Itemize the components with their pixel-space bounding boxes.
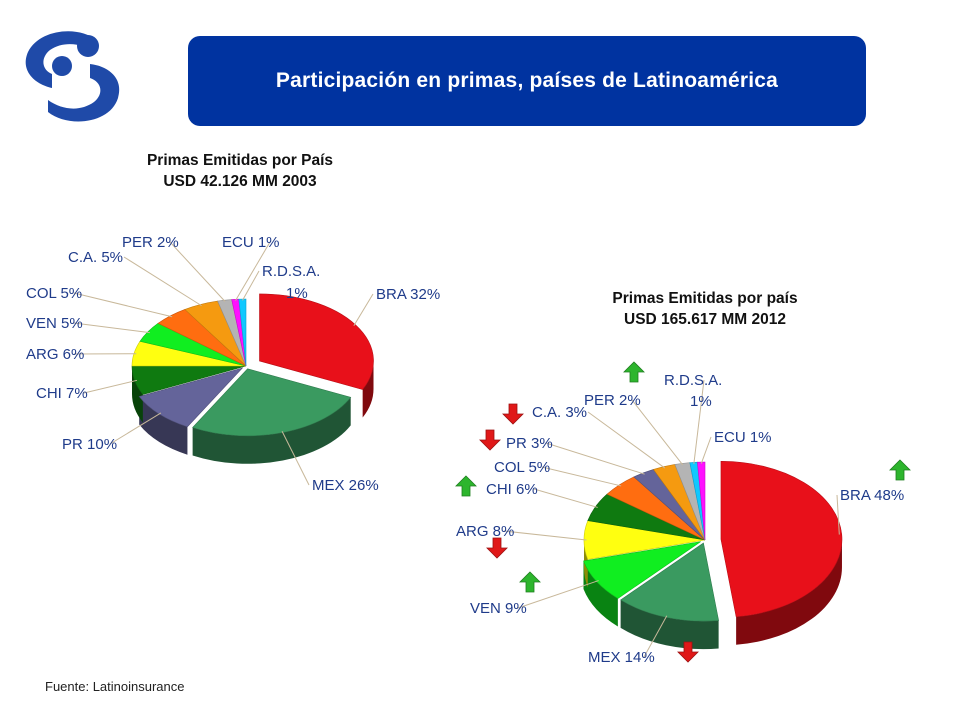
slice-label-chi: CHI 6%: [486, 481, 538, 498]
leader-line-arg: [503, 530, 587, 541]
leader-line-ca: [587, 411, 666, 469]
pie-1-labels: BRA 48% MEX 14% VEN 9% ARG 8% CHI 6% COL 5% PR…: [456, 372, 904, 666]
leader-line-rdsa: [693, 379, 705, 464]
slice-label-ca: C.A. 5%: [68, 249, 123, 266]
company-logo: [25, 31, 120, 122]
slice-label-rdsa-value: 1%: [286, 285, 308, 302]
pie-0-labels: BRA 32% MEX 26% PR 10% CHI 7% ARG 6% VEN 5% CO…: [26, 234, 440, 494]
slice-label-rdsa-value: 1%: [690, 393, 712, 410]
leader-line-pr: [545, 442, 645, 475]
slice-label-bra: BRA 48%: [840, 487, 904, 504]
slice-label-ca: C.A. 3%: [532, 404, 587, 421]
pie-chart-2012: BRA 48% MEX 14% VEN 9% ARG 8% CHI 6% COL 5% PR…: [455, 361, 911, 666]
chart-2012-title-line2: USD 165.617 MM 2012: [624, 311, 786, 328]
slice-label-col: COL 5%: [494, 459, 550, 476]
leader-line-ecu: [235, 241, 271, 301]
slice-side-bra: [736, 539, 842, 645]
slice-rdsa: [238, 298, 247, 367]
slice-label-ecu: ECU 1%: [714, 429, 772, 446]
leader-line-per: [169, 241, 226, 302]
slice-label-rdsa: R.D.S.A.: [262, 263, 320, 280]
leader-line-rdsa: [242, 270, 260, 301]
down-arrow-icon-arg: [486, 537, 508, 559]
slice-label-bra: BRA 32%: [376, 286, 440, 303]
slice-label-mex: MEX 26%: [312, 477, 379, 494]
leader-line-ven: [517, 580, 599, 609]
slice-ecu: [697, 461, 706, 541]
leader-line-ca: [123, 256, 202, 307]
slice-side-ven: [583, 561, 618, 627]
slice-label-rdsa: R.D.S.A.: [664, 372, 722, 389]
leader-line-mex: [281, 431, 310, 486]
leader-line-per: [631, 399, 684, 466]
slice-label-pr: PR 3%: [506, 435, 553, 452]
slice-label-col: COL 5%: [26, 285, 82, 302]
slice-label-ven: VEN 5%: [26, 315, 83, 332]
down-arrow-icon-pr: [479, 429, 501, 451]
leader-line-ecu: [700, 436, 712, 464]
leader-line-col: [541, 466, 622, 487]
leader-line-bra: [353, 293, 374, 327]
pie-0-side-walls: [132, 360, 374, 464]
slice-side-bra: [362, 360, 374, 418]
leader-line-pr: [109, 412, 162, 445]
slice-side-mex: [620, 599, 719, 650]
leader-line-ven: [73, 322, 150, 334]
leader-line-mex: [643, 615, 668, 658]
chart-2003-title: Primas Emitidas por País USD 42.126 MM 2…: [90, 150, 390, 192]
up-arrow-icon-chi: [455, 475, 477, 497]
slice-label-mex: MEX 14%: [588, 649, 655, 666]
slice-label-arg: ARG 6%: [26, 346, 84, 363]
slice-label-per: PER 2%: [584, 392, 641, 409]
slice-side-pr: [139, 396, 188, 455]
slice-label-arg: ARG 8%: [456, 523, 514, 540]
slice-label-ecu: ECU 1%: [222, 234, 280, 251]
leader-line-chi: [533, 488, 598, 508]
leader-line-col: [73, 292, 173, 318]
chart-2012-title: Primas Emitidas por país USD 165.617 MM …: [545, 288, 865, 330]
chart-2003-title-line1: Primas Emitidas por País: [146, 152, 334, 169]
down-arrow-icon-ca: [502, 403, 524, 425]
slice-bra: [259, 293, 374, 390]
leader-line-chi: [83, 379, 138, 394]
down-arrow-icon-mex: [677, 641, 699, 663]
up-arrow-icon-bra: [889, 459, 911, 481]
source-note: Fuente: Latinoinsurance: [45, 679, 185, 694]
page-title: Participación en primas, países de Latin…: [275, 69, 779, 92]
pie-0-slices: [131, 293, 374, 437]
chart-2012-title-line1: Primas Emitidas por país: [612, 290, 798, 307]
up-arrow-icon-ven: [519, 571, 541, 593]
slice-side-chi: [132, 366, 143, 423]
slice-label-ven: VEN 9%: [470, 600, 527, 617]
slice-label-pr: PR 10%: [62, 436, 117, 453]
slice-side-mex: [192, 397, 351, 464]
leader-line-bra: [836, 494, 840, 535]
chart-2003-title-line2: USD 42.126 MM 2003: [163, 173, 317, 190]
pie-1-trend-arrows: [455, 361, 911, 663]
slice-bra: [720, 461, 843, 618]
slice-label-chi: CHI 7%: [36, 385, 88, 402]
header-banner: Participación en primas, países de Latin…: [188, 36, 866, 126]
up-arrow-icon-per: [623, 361, 645, 383]
pie-1-slices: [583, 461, 843, 622]
slice-label-per: PER 2%: [122, 234, 179, 251]
pie-chart-2003: BRA 32% MEX 26% PR 10% CHI 7% ARG 6% VEN 5% CO…: [26, 234, 440, 494]
pie-1-side-walls: [583, 539, 842, 650]
